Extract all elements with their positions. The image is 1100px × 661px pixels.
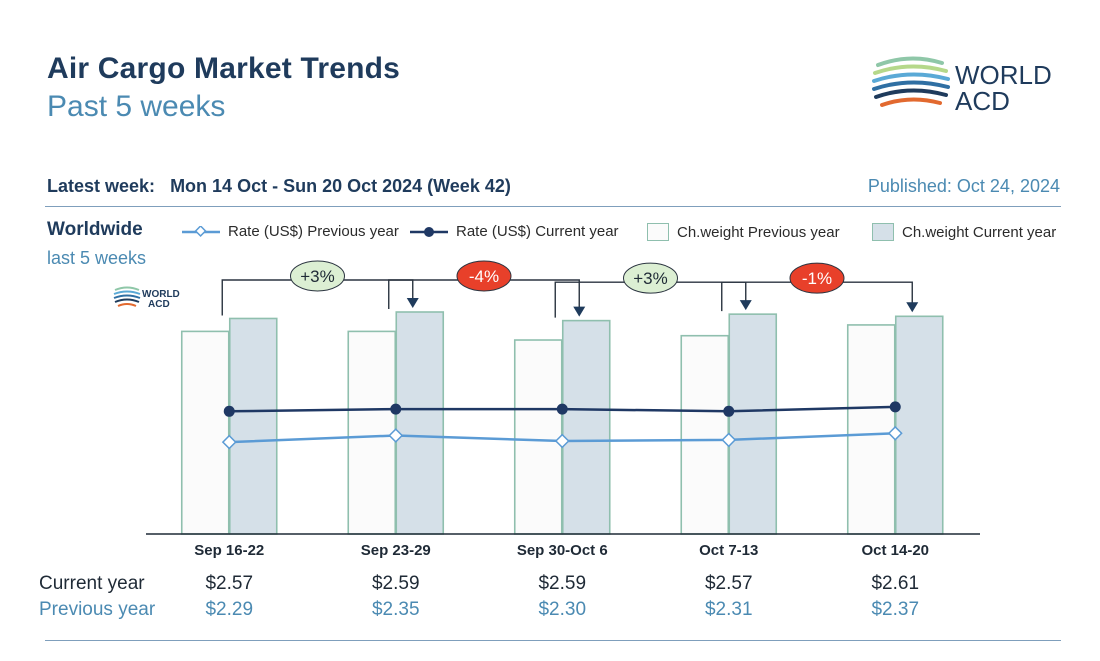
published-date: Published: Oct 24, 2024 <box>867 176 1060 196</box>
change-badge <box>789 262 845 294</box>
change-badge <box>290 260 345 292</box>
rate-previous-value: $2.31 <box>704 599 753 620</box>
point-rate-prev <box>221 434 237 450</box>
page-title: Air Cargo Market Trends <box>47 52 401 85</box>
bar-weight-prev <box>680 334 730 535</box>
legend-weight-prev-label: Ch.weight Previous year <box>677 223 840 241</box>
logo-wordmark: WORLD ACD <box>955 62 1052 114</box>
point-rate-cur <box>390 403 402 415</box>
change-badge-label: +3% <box>300 267 335 286</box>
category-label: Sep 16-22 <box>194 542 265 559</box>
change-arrow-icon <box>406 298 419 308</box>
legend-rate-prev-label: Rate (US$) Previous year <box>228 223 399 240</box>
bar-weight-prev <box>846 324 896 535</box>
latest-week-label: Latest week: <box>47 176 156 196</box>
legend-rate-cur: Rate (US$) Current year <box>410 223 619 240</box>
latest-week-value: Mon 14 Oct - Sun 20 Oct 2024 (Week 42) <box>170 176 511 196</box>
legend-rate-cur-swatch <box>410 226 448 237</box>
change-badge-label: +3% <box>633 269 668 288</box>
bar-weight-prev <box>180 330 230 535</box>
bar-weight-prev <box>347 330 397 535</box>
rate-previous-value: $2.29 <box>205 599 254 620</box>
small-logo-text-world: WORLD <box>142 289 180 300</box>
rate-current-value: $2.57 <box>704 573 753 594</box>
small-logo-icon <box>113 286 141 307</box>
legend-rate-prev: Rate (US$) Previous year <box>182 223 399 240</box>
category-label: Oct 14-20 <box>861 542 930 559</box>
legend-weight-cur-label: Ch.weight Current year <box>902 223 1057 241</box>
divider-top <box>45 206 1061 207</box>
point-rate-cur <box>556 403 568 415</box>
change-arrow-icon <box>573 306 586 317</box>
rate-current-value: $2.59 <box>538 573 587 594</box>
point-rate-cur <box>889 401 901 413</box>
rate-previous-value: $2.30 <box>538 599 587 620</box>
bar-weight-prev <box>513 339 563 535</box>
rate-current-value: $2.61 <box>871 573 920 594</box>
world-acd-logo <box>872 56 950 107</box>
change-badge-label: -4% <box>469 267 499 286</box>
point-rate-prev <box>554 433 570 449</box>
latest-week-line: Latest week: Mon 14 Oct - Sun 20 Oct 202… <box>47 176 511 197</box>
small-logo-wordmark: WORLD ACD <box>142 290 180 310</box>
current-year-row-label: Current year <box>39 573 145 594</box>
bar-weight-cur <box>894 315 944 535</box>
small-logo-text-acd: ACD <box>148 299 170 310</box>
change-badge <box>623 262 678 294</box>
change-arrow-icon <box>906 302 919 313</box>
legend-weight-cur: Ch.weight Current year <box>872 223 1056 241</box>
category-label: Sep 30-Oct 6 <box>516 542 608 559</box>
point-rate-cur <box>223 405 235 417</box>
change-arrow-icon <box>739 300 752 311</box>
logo-text-acd: ACD <box>955 86 1010 116</box>
change-badge <box>456 260 512 292</box>
legend-rate-cur-label: Rate (US$) Current year <box>456 223 619 240</box>
bar-weight-cur <box>395 311 445 535</box>
category-label: Sep 23-29 <box>360 542 431 559</box>
legend-rate-prev-swatch <box>182 225 220 237</box>
change-badge-label: -1% <box>802 269 832 288</box>
rate-current-value: $2.59 <box>371 573 420 594</box>
period-label: last 5 weeks <box>47 248 147 268</box>
point-rate-prev <box>887 425 903 441</box>
point-rate-prev <box>721 432 737 448</box>
bar-weight-cur <box>228 317 278 535</box>
rate-previous-value: $2.37 <box>871 599 920 620</box>
category-label: Oct 7-13 <box>699 542 759 559</box>
divider-bottom <box>45 640 1061 641</box>
legend-weight-prev-swatch <box>647 223 669 241</box>
legend-weight-cur-swatch <box>872 223 894 241</box>
logo-text-world: WORLD <box>955 60 1052 90</box>
point-rate-cur <box>723 405 735 417</box>
point-rate-prev <box>388 428 404 443</box>
bar-weight-cur <box>561 319 611 535</box>
previous-year-row-label: Previous year <box>39 599 156 620</box>
bar-weight-cur <box>728 313 778 535</box>
page-subtitle: Past 5 weeks <box>47 90 226 123</box>
rate-current-value: $2.57 <box>205 573 254 594</box>
rate-previous-value: $2.35 <box>371 599 420 620</box>
region-label: Worldwide <box>47 219 143 240</box>
legend-weight-prev: Ch.weight Previous year <box>647 223 840 241</box>
